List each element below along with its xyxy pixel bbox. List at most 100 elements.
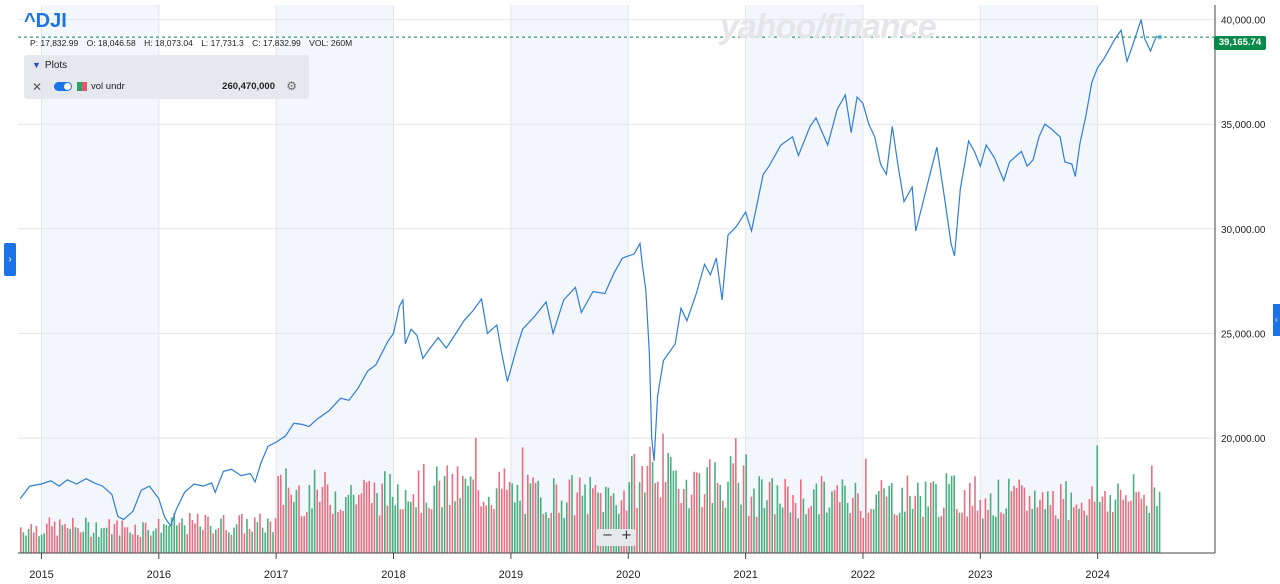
volume-bar [670,457,672,553]
volume-bar [1153,487,1156,553]
volume-bar [937,516,940,553]
volume-bar [742,465,745,553]
x-tick-label: 2015 [29,569,53,581]
volume-bar [1125,495,1127,553]
volume-bar [883,488,885,553]
volume-bar [831,491,833,553]
volume-bar [979,500,981,553]
volume-bar [480,506,482,553]
volume-bar [22,532,25,553]
volume-bar [329,504,331,553]
volume-bar [33,532,35,553]
volume-bar [961,512,963,553]
plots-title: Plots [44,60,68,71]
plots-header[interactable]: ▼ Plots [32,60,67,71]
volume-bar [969,482,971,553]
volume-bar [716,482,719,553]
collapse-triangle-icon[interactable]: ▼ [32,60,41,70]
close-icon[interactable]: ✕ [32,80,43,94]
volume-bar [511,483,513,553]
volume-bar [1013,485,1015,553]
volume-bar [116,520,118,553]
expand-right-panel-button[interactable]: ‹ [1273,304,1280,336]
price-line-dji [19,19,1160,528]
volume-bar [256,522,259,553]
volume-bar [176,525,178,553]
ticker-symbol: ^DJI [24,10,67,32]
volume-bar [612,493,615,553]
volume-bar [589,477,591,553]
volume-bar [1145,505,1148,553]
zoom-in-button[interactable]: + [621,528,632,543]
volume-bar [1101,496,1104,553]
volume-bar [584,484,586,553]
volume-bar [659,497,662,553]
zoom-out-button[interactable]: − [602,528,613,543]
volume-bar [105,527,108,553]
volume-bar [989,493,992,553]
volume-bar [880,480,883,553]
volume-bar [282,504,285,553]
volume-bar [248,529,251,553]
volume-bar [516,484,519,553]
volume-bar [1112,512,1114,553]
volume-bar [334,491,337,553]
volume-bar [872,509,875,553]
volume-bar [337,512,339,553]
volume-bar [82,531,84,553]
volume-bar [467,485,469,553]
volume-bar [953,475,955,553]
volume-bar [326,484,329,553]
volume-bar [636,507,638,553]
volume-bar [1008,478,1010,553]
volume-bar [79,532,82,553]
indicator-label: vol undr [91,81,125,92]
volume-bar [64,524,66,553]
volume-bar [319,501,321,553]
volume-bar [436,466,438,553]
volume-bar [566,502,568,553]
volume-bar [560,500,563,553]
volume-bar [186,534,188,553]
volume-bar [579,477,581,553]
volume-bar [324,472,326,553]
volume-bar [776,485,779,553]
volume-bar [56,535,58,553]
volume-bar [727,481,729,553]
volume-bar [1151,465,1153,553]
volume-bar [124,527,126,553]
volume-bar [1060,484,1062,553]
volume-bar [896,515,898,553]
volume-color-swatch-icon [77,82,87,91]
volume-bar [339,509,342,553]
volume-bar [789,512,792,553]
volume-bar [66,528,69,553]
volume-bar [1073,507,1075,553]
volume-bar [212,533,214,553]
volume-value: VOL: 260M [309,38,353,48]
volume-bar [667,453,669,553]
volume-bar [862,517,864,553]
volume-bar [651,462,654,553]
volume-bar [594,484,597,553]
volume-bar [43,533,45,553]
volume-bar [771,478,773,553]
volume-bar [412,494,415,553]
volume-bar [118,535,121,553]
indicator-toggle[interactable] [54,82,72,91]
volume-bar [1078,508,1080,553]
expand-left-panel-button[interactable]: › [4,243,16,276]
volume-bar [506,489,508,553]
gear-icon[interactable]: ⚙ [286,79,297,93]
volume-bar [222,514,225,553]
volume-bar [1049,505,1052,553]
volume-bar [683,488,685,553]
volume-bar [1070,492,1072,553]
volume-bar [87,522,90,553]
volume-bar [490,504,493,553]
volume-bar [927,506,929,553]
volume-bar [898,512,901,553]
volume-bar [482,501,485,553]
volume-bar [311,508,313,553]
